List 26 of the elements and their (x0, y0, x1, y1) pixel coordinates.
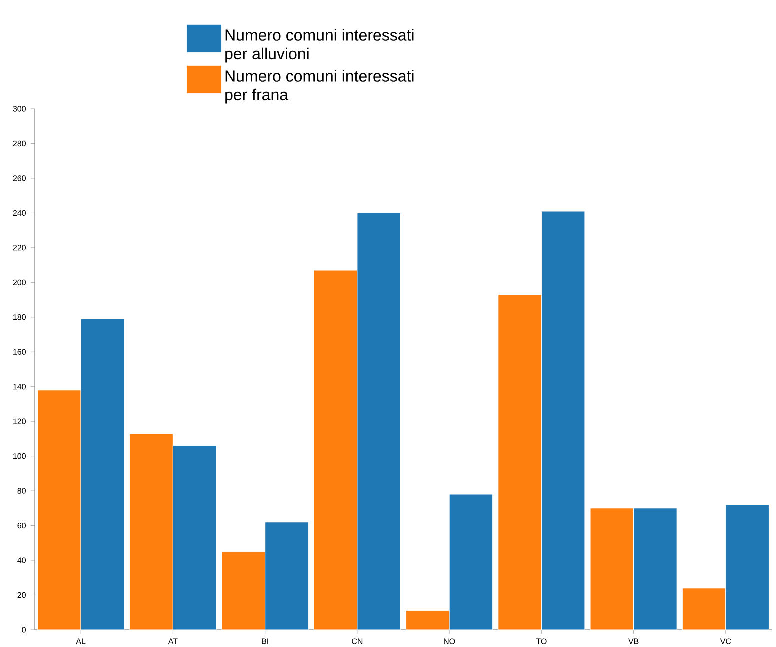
y-tick-label: 200 (13, 280, 26, 286)
y-tick-label: 60 (18, 522, 26, 529)
x-tick-label: AT (168, 638, 178, 644)
y-tick-label: 260 (13, 176, 26, 182)
y-tick-label: 300 (13, 106, 26, 112)
y-tick-label: 20 (18, 592, 26, 598)
y-tick-label: 40 (18, 558, 26, 564)
y-tick-label: 120 (14, 418, 26, 424)
y-tick-label: 280 (13, 140, 26, 147)
y-tick-label: 240 (13, 210, 26, 216)
y-tick-label: 0 (22, 627, 26, 633)
y-tick-label: 140 (14, 384, 26, 390)
legend-label: Numero comuni interessati per frana (226, 70, 414, 104)
x-tick-label: NO (444, 638, 456, 644)
y-tick-label: 160 (14, 349, 26, 355)
y-tick-label: 180 (14, 314, 26, 320)
x-tick-label: VB (628, 638, 639, 644)
legend-label: Numero comuni interessati per alluvioni (226, 29, 414, 63)
x-tick-label: AL (76, 638, 86, 644)
x-tick-label: CN (352, 638, 363, 644)
x-tick-label: TO (536, 638, 547, 644)
x-tick-label: VC (720, 638, 732, 644)
y-tick-label: 220 (13, 245, 26, 251)
y-tick-label: 100 (14, 453, 26, 460)
y-tick-label: 80 (18, 488, 26, 494)
x-tick-label: BI (262, 638, 268, 644)
